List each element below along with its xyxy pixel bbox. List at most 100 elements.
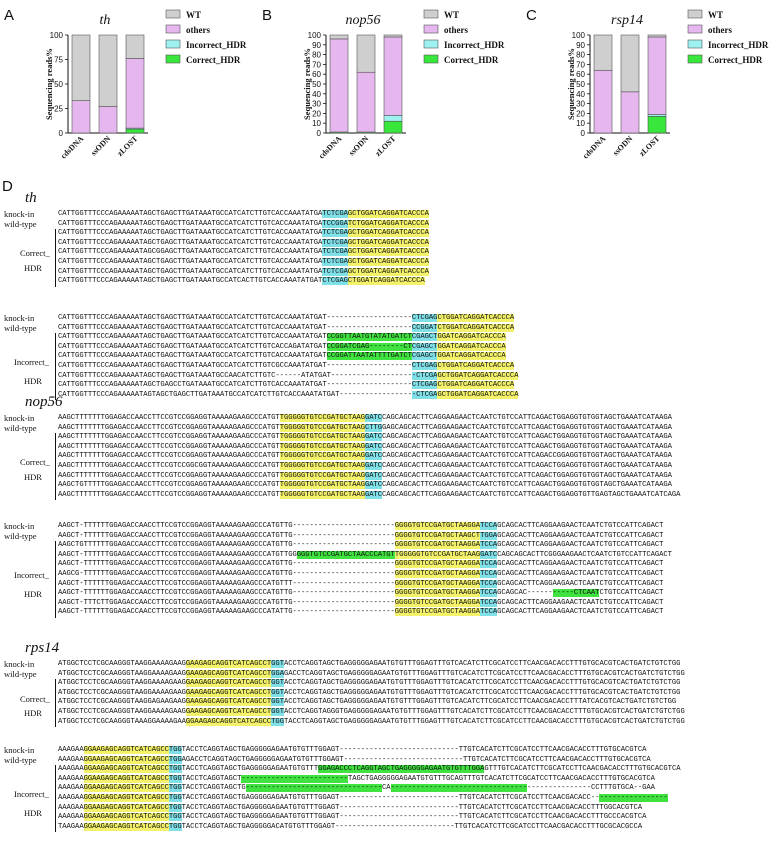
- sequence-row: AAGCTTTTTTTGGAGACCAACCTTCCGTCCGGCGGTAAAA…: [58, 462, 672, 470]
- sequence-row: ATGGCTCCTCGCAAGGGTAAGGAAAAGAAGGAAGAGCAGG…: [58, 669, 685, 678]
- chart-title: th: [100, 13, 111, 28]
- sequence-row: CATTGGTTTCCCAGAAAAATAGCTGAGCTTGATAAATGCC…: [58, 352, 506, 361]
- sequence-row: AAGCT-TTTTTTGGAGACCAACCTTCCGTCCGGAGGTAAA…: [58, 589, 664, 598]
- x-tick-label: ssODN: [347, 134, 370, 157]
- sequence-row: CATTGGTTTCCCAGAAAAATAGCTGAGCTTGATAAATGCC…: [58, 267, 429, 276]
- row-label-knockin: knock-in: [4, 659, 35, 669]
- x-tick-label: ssODN: [611, 134, 634, 157]
- sequence-row: CATTGGTTTCCCAGAAAAATAGCTGAGCTTGATAAATGCC…: [58, 333, 506, 342]
- sequence-row: ATGGCTCCTCGCAAGGGTAAGGAGAAGAAGGAAGAGCAGG…: [58, 698, 677, 707]
- sequence-row: AAAGAAGGAAGAGCAGGTCATCAGCCTGGTACCTCAGGTA…: [58, 774, 655, 783]
- sequence-row: CATTGGTTTCCCAGAAAAATAGCTGAGCTTGATAAATGCC…: [58, 362, 515, 370]
- sequence-row: AAGCT-TTTTTTGGAGACCAACCTTCCGTCCGGAGGTAAA…: [58, 560, 664, 569]
- sequence-row: AAGCG-TTTTTTGGAGACCAACCTTCCGTCCGGAGGTAAA…: [58, 570, 664, 578]
- y-tick-label: 10: [312, 119, 321, 128]
- sequence-row: AAAGAAGGAAGAGCAGGTCATCAGCCTGGTACCTCAGGTA…: [58, 784, 655, 793]
- legend-label: Correct_HDR: [186, 55, 241, 65]
- row-label-wildtype: wild-type: [4, 668, 37, 679]
- row-label-incorrect: Incorrect_: [14, 357, 49, 368]
- row-label-hdr: HDR: [24, 589, 42, 600]
- sequence-row: CATTGGTTTCCCAGAAAAATAGCTGAGCTTGATAAATGCC…: [58, 314, 515, 322]
- sequence-row: AAGCTTTTTTTGGAGACCAACCTTCCGTCCGGAGGTAAAA…: [58, 433, 672, 442]
- legend-swatch: [687, 54, 703, 64]
- sequence-row: AAGCTTTTTTTGGAGACCAACCTTCCGTCCGGAGGTAAAA…: [58, 452, 672, 461]
- sequence-row: AAGCTGTTTTTGGAGACCAACCTTCCGTCCGGAGGTAAAA…: [58, 481, 672, 490]
- legend-label: Incorrect_HDR: [708, 40, 769, 50]
- bar-correct-hdr: [647, 116, 667, 134]
- sequence-row: CATTGGTTTCCCAGAAAAATAGCTGAGCTTGATAAATGCC…: [58, 323, 515, 332]
- legend-label: others: [708, 25, 732, 35]
- bar-wt: [71, 34, 91, 101]
- bar-others: [98, 106, 118, 134]
- row-label-incorrect: Incorrect_: [14, 789, 49, 800]
- y-tick-label: 70: [312, 60, 321, 69]
- legend-swatch: [423, 54, 439, 64]
- row-label-wildtype: wild-type: [4, 322, 37, 333]
- y-tick-label: 100: [50, 31, 64, 40]
- sequence-row: TAAGAAGGAAGAGCAGGTCATCAGCCTGGTACCTCAGGTA…: [58, 822, 643, 831]
- sequence-row: CATTGGTTTCCCAGAAAAATAGCTGAGCTTGATAAATGCC…: [58, 229, 429, 238]
- sequence-row: AAGCT-TTTTTTGGAGACCAACCTTCCGTCCGGAGGTAAA…: [58, 531, 664, 540]
- bar-wt: [98, 34, 118, 107]
- chart-title: rsp14: [611, 13, 643, 28]
- y-tick-label: 0: [317, 129, 322, 138]
- row-label-hdr: HDR: [24, 708, 42, 718]
- sequence-row: CATTGGTTTCCCAGAAAAATAGCTGAGCCTGATAAATGCC…: [58, 381, 515, 390]
- chart-title: nop56: [346, 13, 381, 28]
- sequence-row: CATTGGTTTCCCAGAAAAATAGCTGAGCTTGATAAATGCC…: [58, 210, 429, 218]
- sequence-row: AAGCTTTTTTTGGAGACCAACCTTCCGTCCGGAGGTAAAA…: [58, 423, 672, 432]
- y-tick-label: 10: [576, 119, 585, 128]
- sequence-row: AAAGAAGGAAGAGCAGGTCATCAGCCTGGTACCTCAGGTA…: [58, 746, 647, 754]
- sequence-row: AAGCT-TTTTTTGGAGACCAACCTTCCGTCCGGAGGTAAA…: [58, 579, 664, 588]
- bracket: [55, 333, 56, 401]
- legend-swatch: [687, 24, 703, 34]
- y-tick-label: 75: [54, 56, 63, 65]
- bar-others: [647, 36, 667, 115]
- sequence-row: AAGCTGTTTTTTGGAGACCAACCTTCCGTCCGGAGGTAAA…: [58, 541, 664, 550]
- x-tick-label: zLOST: [373, 134, 397, 158]
- bar-others: [71, 100, 91, 134]
- x-tick-label: zLOST: [637, 134, 661, 158]
- panel-letter: A: [4, 7, 14, 24]
- legend-label: WT: [708, 10, 723, 20]
- row-label-knockin: knock-in: [4, 521, 35, 531]
- y-tick-label: 20: [312, 109, 321, 118]
- legend-swatch: [423, 9, 439, 19]
- bracket: [55, 433, 56, 501]
- y-axis-label: Sequencing reads%: [566, 48, 576, 120]
- legend-label: Correct_HDR: [444, 55, 499, 65]
- row-label-correct: Correct_: [20, 457, 50, 468]
- legend-label: Incorrect_HDR: [444, 40, 505, 50]
- y-tick-label: 70: [576, 60, 585, 69]
- row-label-knockin: knock-in: [4, 413, 35, 423]
- y-tick-label: 30: [312, 100, 321, 109]
- sequence-row: CATTGGTTTCCCAGAAAAATAGCTGAGCTTGATAAATGCC…: [58, 342, 506, 351]
- row-label-wildtype: wild-type: [4, 754, 37, 765]
- sequence-row: ATGGCTCCTCGCAAGGGTAAGGAAAAGAAGGAAGAGCAGG…: [58, 679, 681, 688]
- sequence-row: CATTGGTTTCCCAGAAAAATAGCGGAGCTTGATAAATGCC…: [58, 248, 429, 257]
- gene-title-nop56: nop56: [25, 394, 63, 410]
- sequence-row: AAGCT-TTTTTTGGAGACCAACCTTCCGTCCGGAGGTAAA…: [58, 522, 664, 530]
- y-axis-label: Sequencing reads%: [44, 48, 54, 120]
- y-tick-label: 60: [312, 70, 321, 79]
- y-tick-label: 100: [572, 31, 586, 40]
- sequence-row: AAGCTTTTTTTGGAGACCAACCTTCCGTCCGGAGGTAAAA…: [58, 471, 672, 480]
- y-tick-label: 90: [576, 41, 585, 50]
- legend-swatch: [165, 24, 181, 34]
- legend-swatch: [687, 9, 703, 19]
- legend-label: others: [186, 25, 210, 35]
- panel-letter: B: [262, 7, 272, 24]
- sequence-row: AAAGAAGGAAGAGCAGGTCATCAGCCTGGTACCTCAGGTA…: [58, 803, 643, 812]
- y-tick-label: 80: [312, 51, 321, 60]
- sequence-row: CATTGGTTTCCCAGAAAAATAGCTGAGCTTGATAAATGCC…: [58, 277, 425, 286]
- bar-wt: [356, 34, 376, 73]
- legend-swatch: [423, 39, 439, 49]
- panel-letter-d: D: [2, 178, 13, 195]
- sequence-row: AAAGAAGGAAGAGCAGGTCATCAGCCTGGTACCTCAGGTA…: [58, 794, 668, 802]
- sequence-row: CATTGGTTTCCCAGAAAAATAGCTGAGCTTGATAAATGCC…: [58, 371, 519, 380]
- sequence-row: CATTGGTTTCCCAGAAAAATAGTAGCTGAGCTTGATAAAT…: [58, 390, 519, 399]
